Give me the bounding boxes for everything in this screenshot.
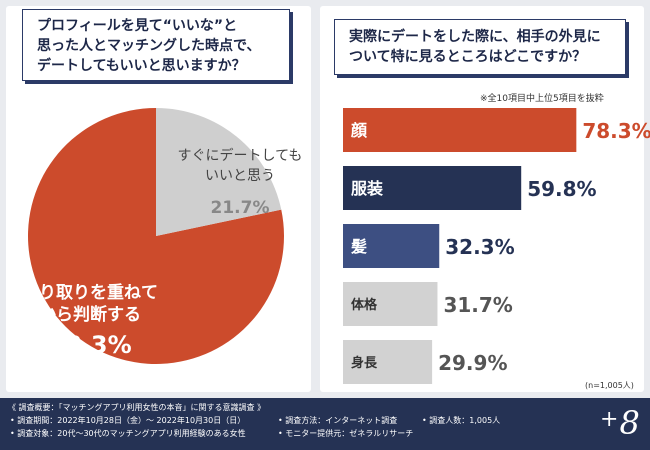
survey-method: • 調査方法：インターネット調査 <box>278 416 398 425</box>
left-question-line: デートしてもいいと思いますか？ <box>37 58 246 74</box>
right-question-line: ついて特に見るところはどこですか？ <box>349 49 587 65</box>
survey-target: • 調査対象：20代～30代のマッチングアプリ利用経験のある女性 <box>10 429 246 438</box>
left-question-line: 思った人とマッチングした時点で、 <box>37 38 261 54</box>
left-question-box: プロフィールを見て“いいな”と 思った人とマッチングした時点で、 デートしてもい… <box>22 9 290 81</box>
survey-period: • 調査期間：2022年10月28日（金）～ 2022年10月30日（日） <box>10 416 246 425</box>
right-question-box: 実際にデートをした際に、相手の外見に ついて特に見るところはどこですか？ <box>334 19 626 75</box>
brand-plus: + <box>600 407 619 432</box>
survey-count: • 調査人数：1,005人 <box>422 416 501 425</box>
survey-title: 《 調査概要：「マッチングアプリ利用女性の本音」に関する意識調査 》 <box>8 403 266 412</box>
left-question-line: プロフィールを見て“いいな”と <box>37 18 238 34</box>
sample-size-label: (n=1,005人) <box>585 381 634 390</box>
chart-note: ※全10項目中上位5項目を抜粋 <box>480 94 604 104</box>
right-question-line: 実際にデートをした際に、相手の外見に <box>349 29 601 45</box>
brand-number: 8 <box>619 404 640 442</box>
brand-logo: +8 <box>600 404 640 442</box>
survey-provider: • モニター提供元：ゼネラルリサーチ <box>278 429 414 438</box>
survey-footer: 《 調査概要：「マッチングアプリ利用女性の本音」に関する意識調査 》 • 調査期… <box>0 398 650 450</box>
